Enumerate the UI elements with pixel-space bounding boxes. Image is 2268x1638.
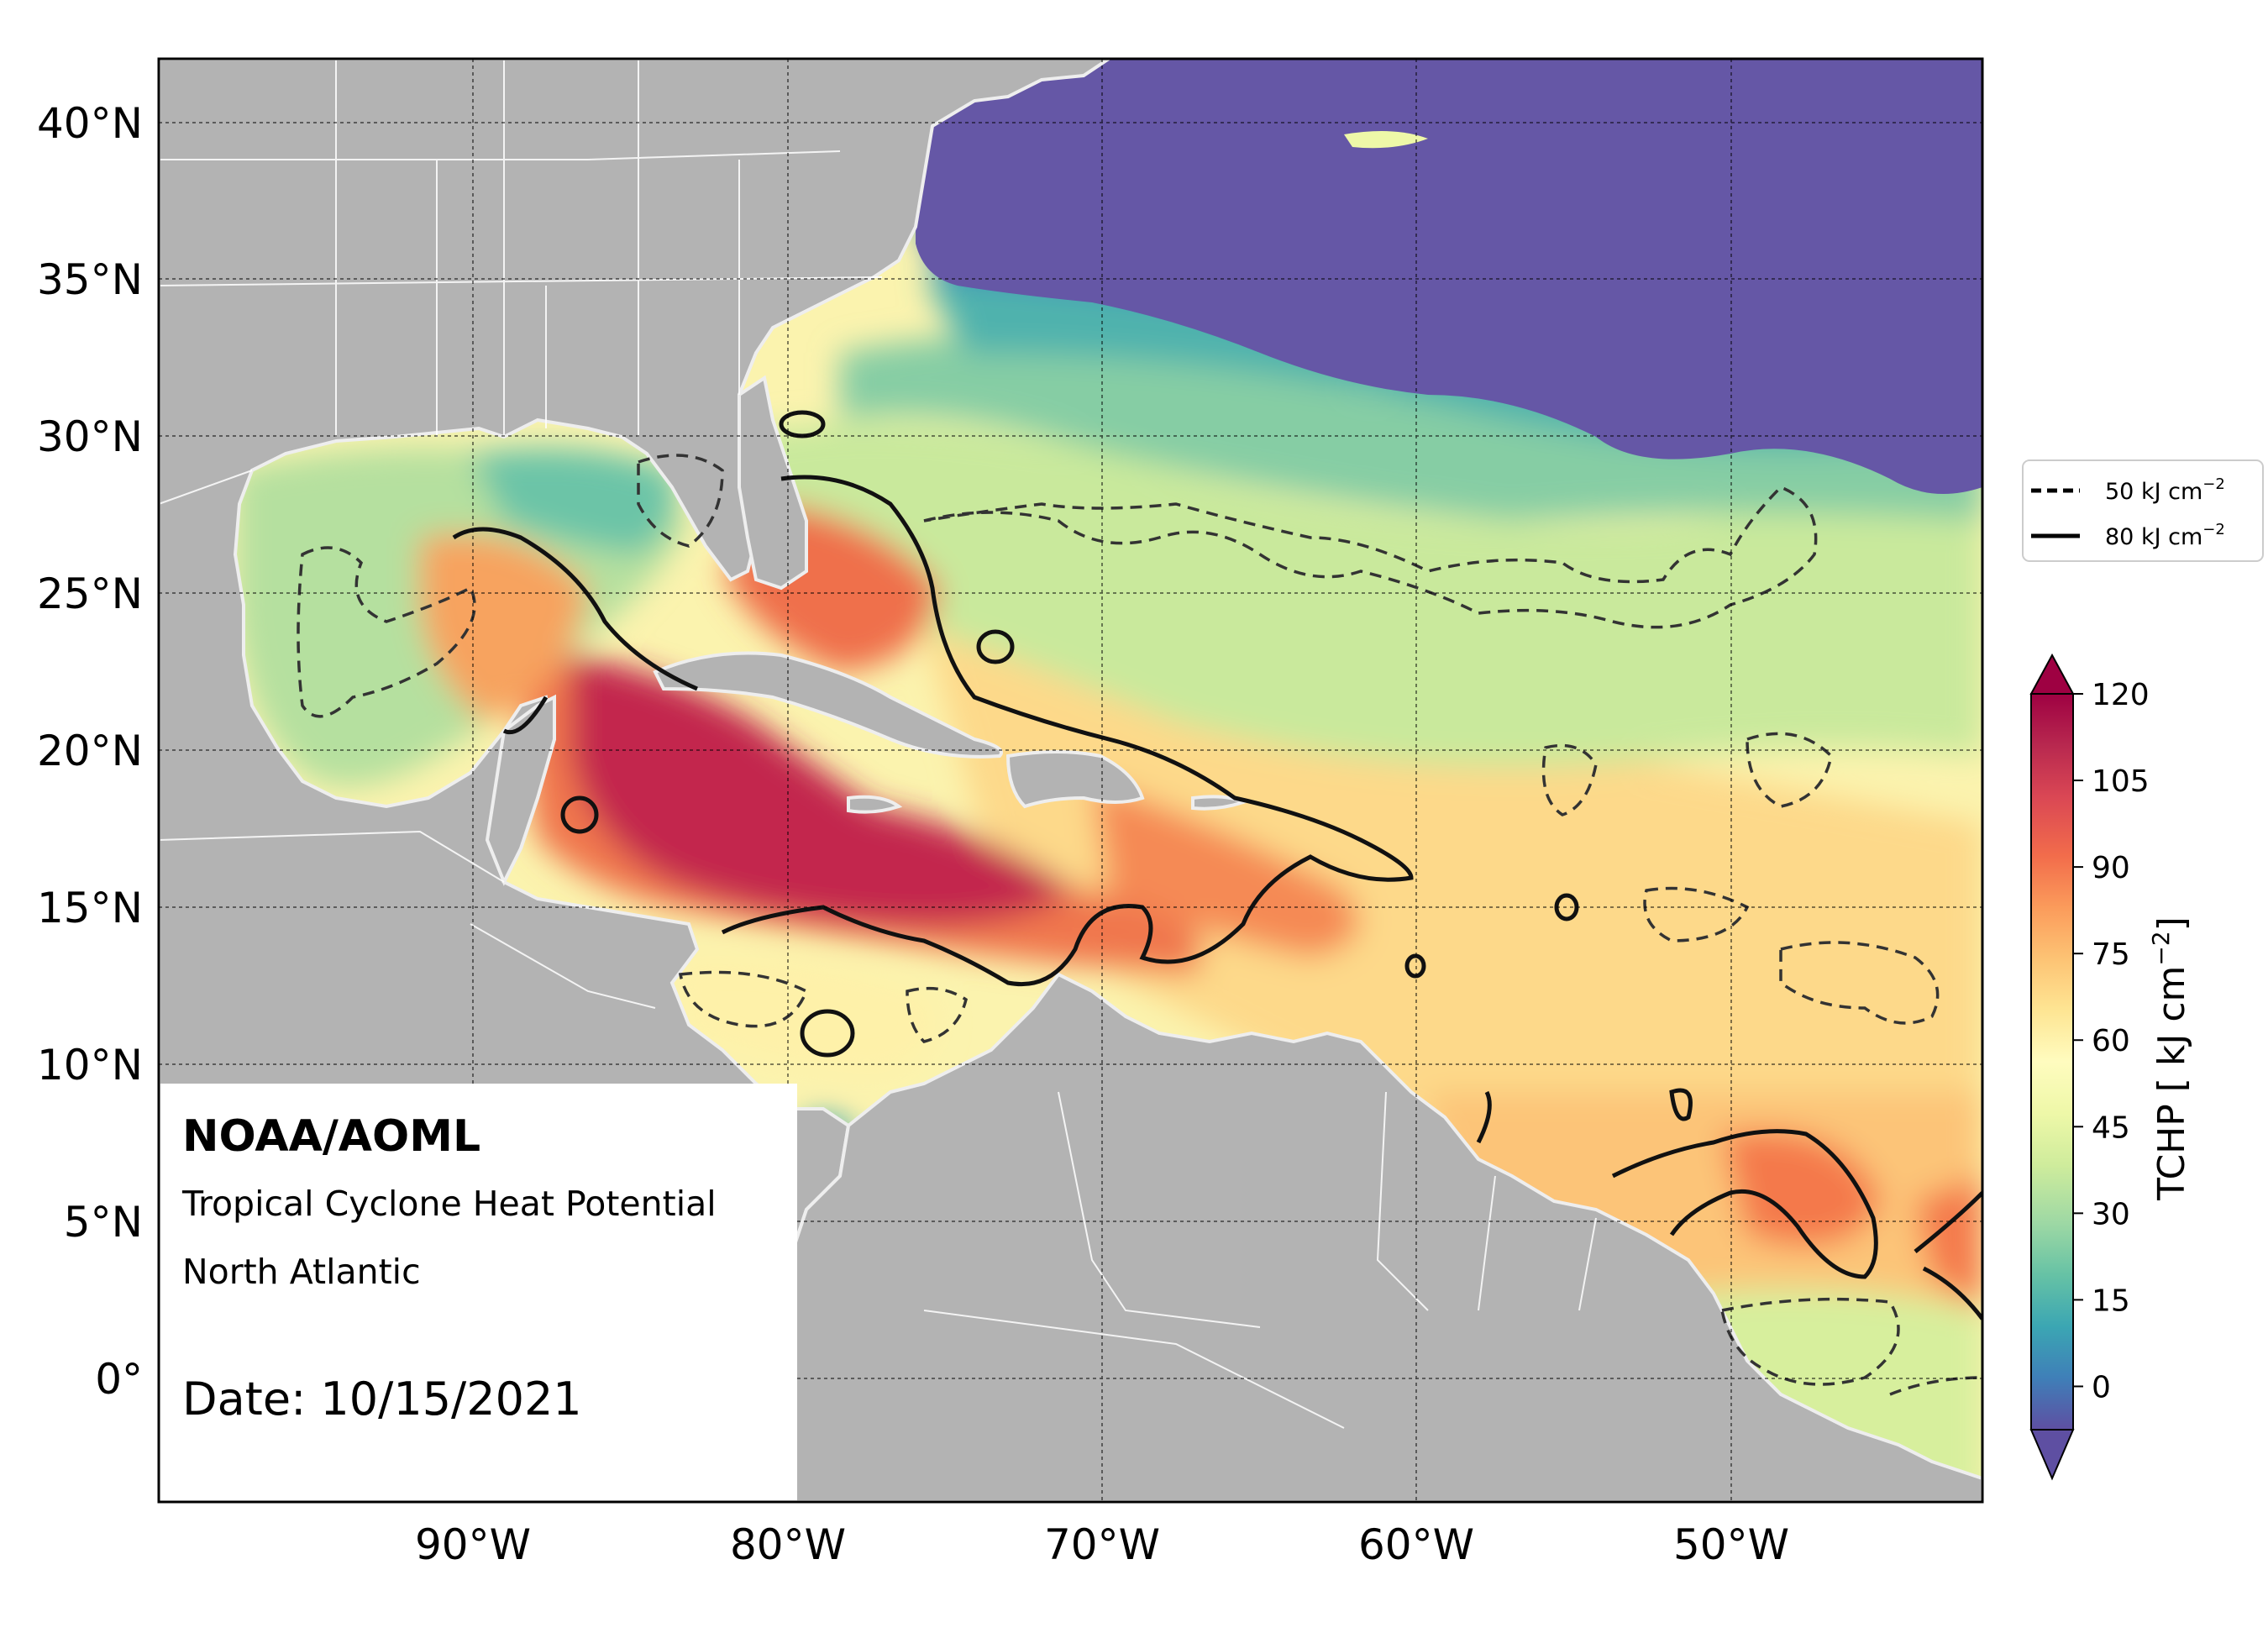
contour-80	[452, 410, 1982, 1320]
lon-label-90w: 90°W	[415, 1520, 531, 1569]
product-subtitle: Tropical Cyclone Heat Potential	[181, 1184, 717, 1224]
lon-label-70w: 70°W	[1044, 1520, 1160, 1569]
contour-legend: 50 kJ cm−2 80 kJ cm−2	[2022, 459, 2264, 562]
colorbar-bar	[2030, 693, 2074, 1431]
colorbar-tick-label: 90	[2092, 851, 2130, 885]
colorbar: 120 105 90 75 60 45 30 15 0 TCHP [ kJ cm−2]	[2029, 653, 2193, 1481]
organization-title: NOAA/AOML	[182, 1111, 480, 1162]
map-frame	[157, 57, 1984, 1504]
legend-label-80: 80 kJ cm−2	[2105, 521, 2225, 550]
colorbar-tick-label: 60	[2092, 1024, 2130, 1058]
annotation: NOAA/AOML Tropical Cyclone Heat Potentia…	[181, 1111, 717, 1425]
lon-label-80w: 80°W	[730, 1520, 846, 1569]
lat-label-0: 0°	[95, 1355, 143, 1404]
colorbar-tick-label: 30	[2092, 1197, 2130, 1231]
lon-label-60w: 60°W	[1358, 1520, 1474, 1569]
lat-label-40: 40°N	[37, 99, 143, 148]
map-area	[159, 59, 1982, 1502]
lon-label-50w: 50°W	[1673, 1520, 1789, 1569]
lat-label-5: 5°N	[64, 1198, 143, 1247]
colorbar-label: TCHP [ kJ cm−2]	[2147, 916, 2193, 1201]
cold-water-region	[916, 59, 1982, 494]
colorbar-tick-label: 15	[2092, 1284, 2130, 1318]
colorbar-ticks: 120 105 90 75 60 45 30 15 0	[2073, 678, 2150, 1404]
latitude-labels: 40°N 35°N 30°N 25°N 20°N 15°N 10°N 5°N 0…	[37, 99, 143, 1404]
legend-box	[2022, 459, 2264, 562]
colorbar-tick-label: 0	[2092, 1370, 2111, 1404]
borders	[159, 59, 1597, 1429]
lat-label-35: 35°N	[37, 255, 143, 304]
longitude-labels: 90°W 80°W 70°W 60°W 50°W	[415, 1520, 1789, 1569]
region-subtitle: North Atlantic	[182, 1252, 421, 1292]
colorbar-tick-label: 120	[2092, 678, 2150, 712]
date-label: Date: 10/15/2021	[182, 1373, 582, 1425]
colorbar-tick-label: 45	[2092, 1110, 2130, 1145]
colorbar-tick-label: 105	[2092, 764, 2150, 799]
lat-label-15: 15°N	[37, 884, 143, 932]
lat-label-20: 20°N	[37, 727, 143, 775]
warm-eddy	[1344, 131, 1428, 149]
lat-label-10: 10°N	[37, 1041, 143, 1089]
colorbar-max-extend	[2029, 653, 2075, 695]
contour-50	[297, 454, 1982, 1396]
legend-label-50: 50 kJ cm−2	[2105, 475, 2225, 505]
annotation-box	[159, 1084, 797, 1502]
lat-label-30: 30°N	[37, 412, 143, 461]
lat-label-25: 25°N	[37, 570, 143, 618]
colorbar-min-extend	[2029, 1429, 2075, 1481]
colorbar-tick-label: 75	[2092, 937, 2130, 972]
